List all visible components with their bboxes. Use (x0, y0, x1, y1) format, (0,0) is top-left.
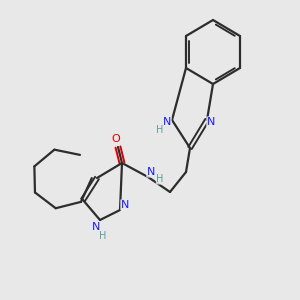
Text: N: N (163, 117, 171, 127)
Text: H: H (156, 125, 164, 135)
Text: H: H (156, 174, 164, 184)
Text: N: N (121, 200, 129, 210)
Text: N: N (147, 167, 155, 177)
Text: N: N (207, 117, 215, 127)
Text: O: O (112, 134, 120, 144)
Text: H: H (99, 231, 107, 241)
Text: N: N (92, 222, 100, 232)
